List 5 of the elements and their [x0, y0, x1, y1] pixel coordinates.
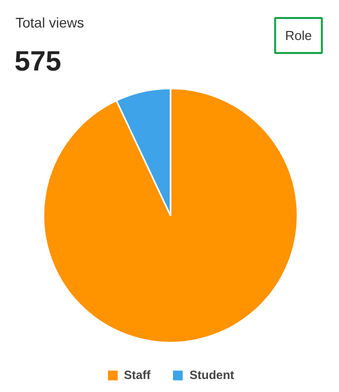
legend-label: Staff [124, 368, 150, 382]
text: Role [285, 28, 312, 43]
chart-subtitle: 575 [14, 46, 62, 76]
legend-label: Student [190, 368, 234, 382]
chart-title: Total views [16, 14, 84, 30]
